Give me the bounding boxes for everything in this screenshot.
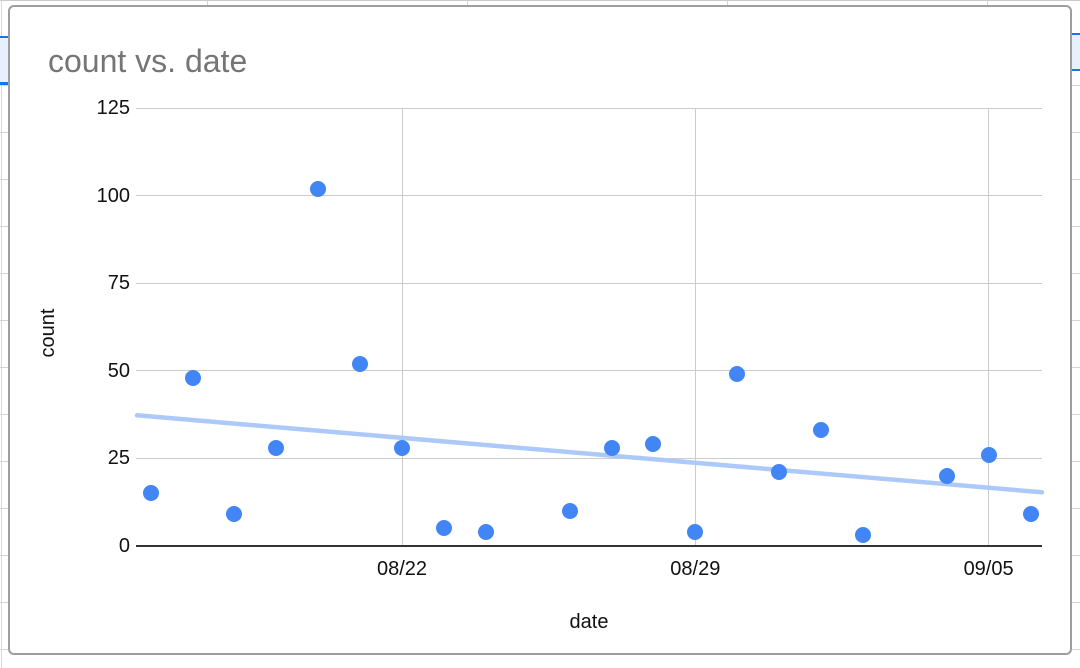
y-tick-label: 75 — [107, 272, 130, 294]
data-point — [645, 436, 662, 452]
h-gridline — [136, 282, 1042, 284]
v-gridline — [694, 108, 696, 546]
data-point — [310, 180, 327, 197]
selected-cell-highlight-right[interactable] — [1072, 33, 1080, 71]
x-tick-label: 08/29 — [670, 558, 721, 580]
data-point — [687, 523, 704, 540]
data-point — [603, 439, 620, 456]
h-gridline — [136, 195, 1042, 196]
spreadsheet-column-gridline — [1, 0, 2, 668]
chart-title: count vs. date — [48, 43, 248, 79]
h-gridline — [136, 457, 1042, 459]
data-point — [184, 369, 201, 386]
data-point — [142, 485, 159, 501]
x-tick-label: 09/05 — [963, 558, 1014, 580]
y-tick-label: 25 — [107, 447, 130, 469]
data-point — [226, 506, 243, 522]
data-point — [980, 446, 997, 463]
chart-card[interactable]: count vs. date — [8, 5, 1072, 655]
data-point — [268, 439, 285, 456]
h-gridline — [136, 107, 1042, 109]
x-axis-line — [136, 544, 1042, 547]
y-tick-label: 125 — [96, 97, 130, 119]
data-point — [771, 464, 788, 480]
data-point — [435, 520, 452, 536]
data-point — [561, 502, 578, 519]
data-point — [854, 527, 871, 543]
spreadsheet-right-strip[interactable] — [1072, 0, 1080, 668]
y-tick-label: 0 — [118, 534, 130, 557]
spreadsheet-left-strip[interactable] — [0, 0, 8, 668]
x-axis-title: date — [569, 611, 609, 633]
x-tick-label: 08/22 — [376, 558, 428, 580]
data-point — [394, 439, 410, 456]
selected-cell-highlight-left[interactable] — [0, 36, 8, 85]
v-gridline — [401, 108, 403, 546]
data-point — [938, 467, 955, 484]
v-gridline — [988, 108, 990, 546]
spreadsheet-top-strip[interactable] — [0, 0, 1080, 6]
data-point — [352, 355, 369, 372]
y-tick-label: 50 — [107, 359, 130, 382]
h-gridline — [136, 370, 1042, 371]
y-tick-label: 100 — [96, 184, 130, 207]
data-point — [813, 422, 829, 438]
data-point — [1022, 506, 1039, 522]
data-point — [729, 366, 746, 382]
data-point — [477, 523, 494, 540]
